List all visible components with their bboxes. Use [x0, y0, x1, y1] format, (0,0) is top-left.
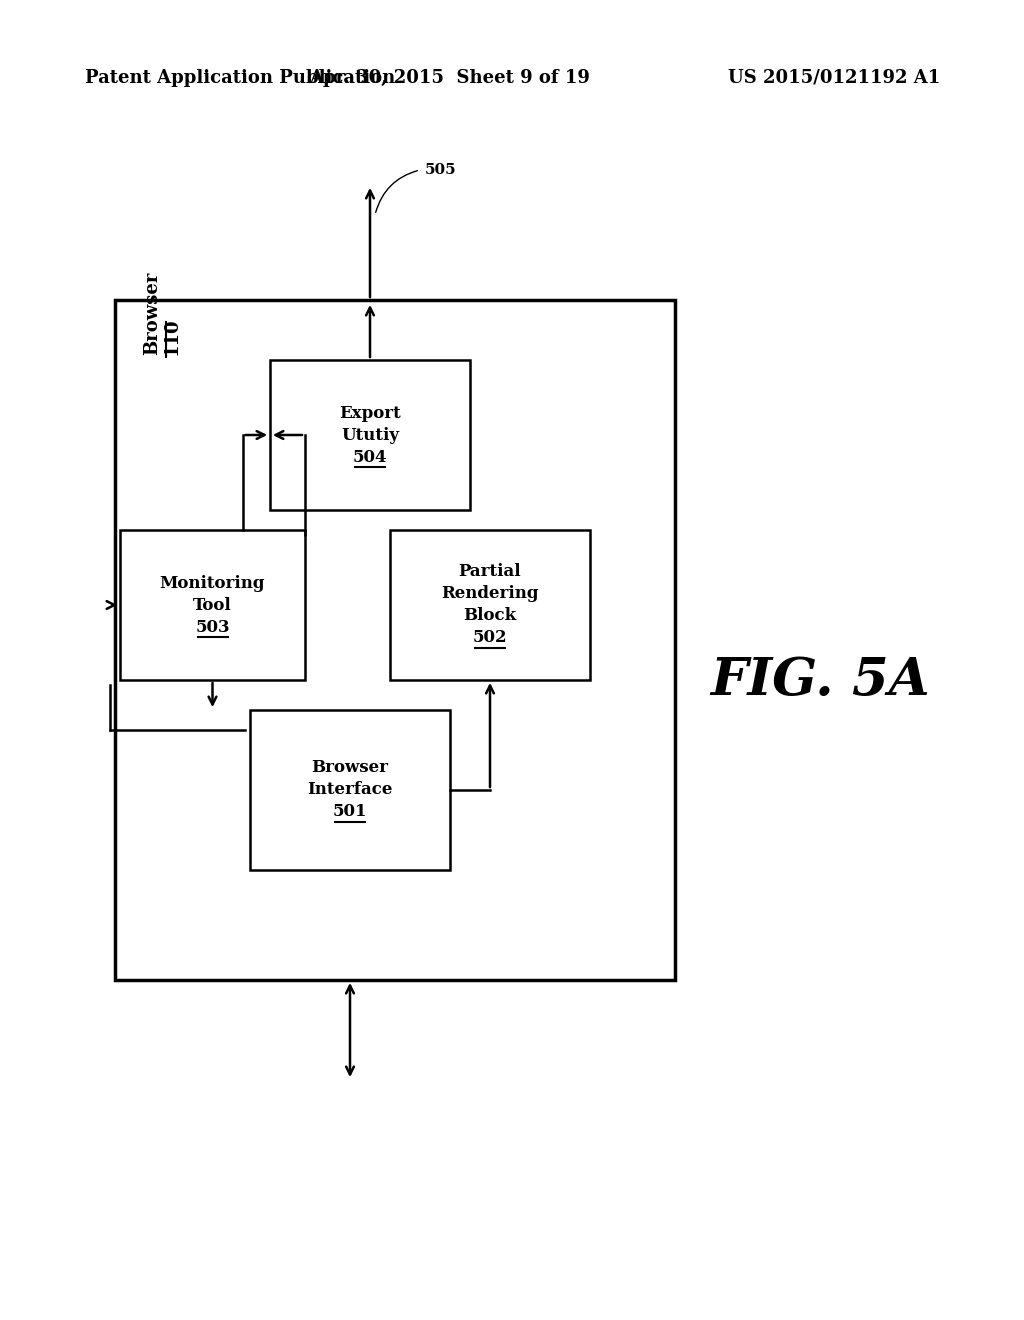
Text: 110: 110	[163, 317, 181, 355]
Text: 505: 505	[425, 162, 457, 177]
Text: Tool: Tool	[194, 597, 231, 614]
Text: Browser: Browser	[143, 272, 161, 355]
Text: Export: Export	[339, 404, 400, 421]
Text: Partial: Partial	[459, 564, 521, 581]
Text: Monitoring: Monitoring	[160, 574, 265, 591]
Text: Rendering: Rendering	[441, 586, 539, 602]
Text: Ututiy: Ututiy	[341, 426, 399, 444]
Text: 504: 504	[352, 449, 387, 466]
Text: 502: 502	[473, 630, 507, 647]
Text: US 2015/0121192 A1: US 2015/0121192 A1	[728, 69, 940, 87]
Text: 503: 503	[196, 619, 229, 635]
Text: Interface: Interface	[307, 781, 392, 799]
Text: Apr. 30, 2015  Sheet 9 of 19: Apr. 30, 2015 Sheet 9 of 19	[309, 69, 591, 87]
Text: Block: Block	[464, 607, 517, 624]
Bar	[270, 360, 470, 510]
Text: FIG. 5A: FIG. 5A	[711, 655, 930, 705]
Bar	[115, 300, 675, 979]
Text: Patent Application Publication: Patent Application Publication	[85, 69, 395, 87]
Text: 501: 501	[333, 804, 368, 821]
Text: Browser: Browser	[311, 759, 388, 776]
Bar	[120, 531, 305, 680]
Bar	[390, 531, 590, 680]
Bar	[250, 710, 450, 870]
